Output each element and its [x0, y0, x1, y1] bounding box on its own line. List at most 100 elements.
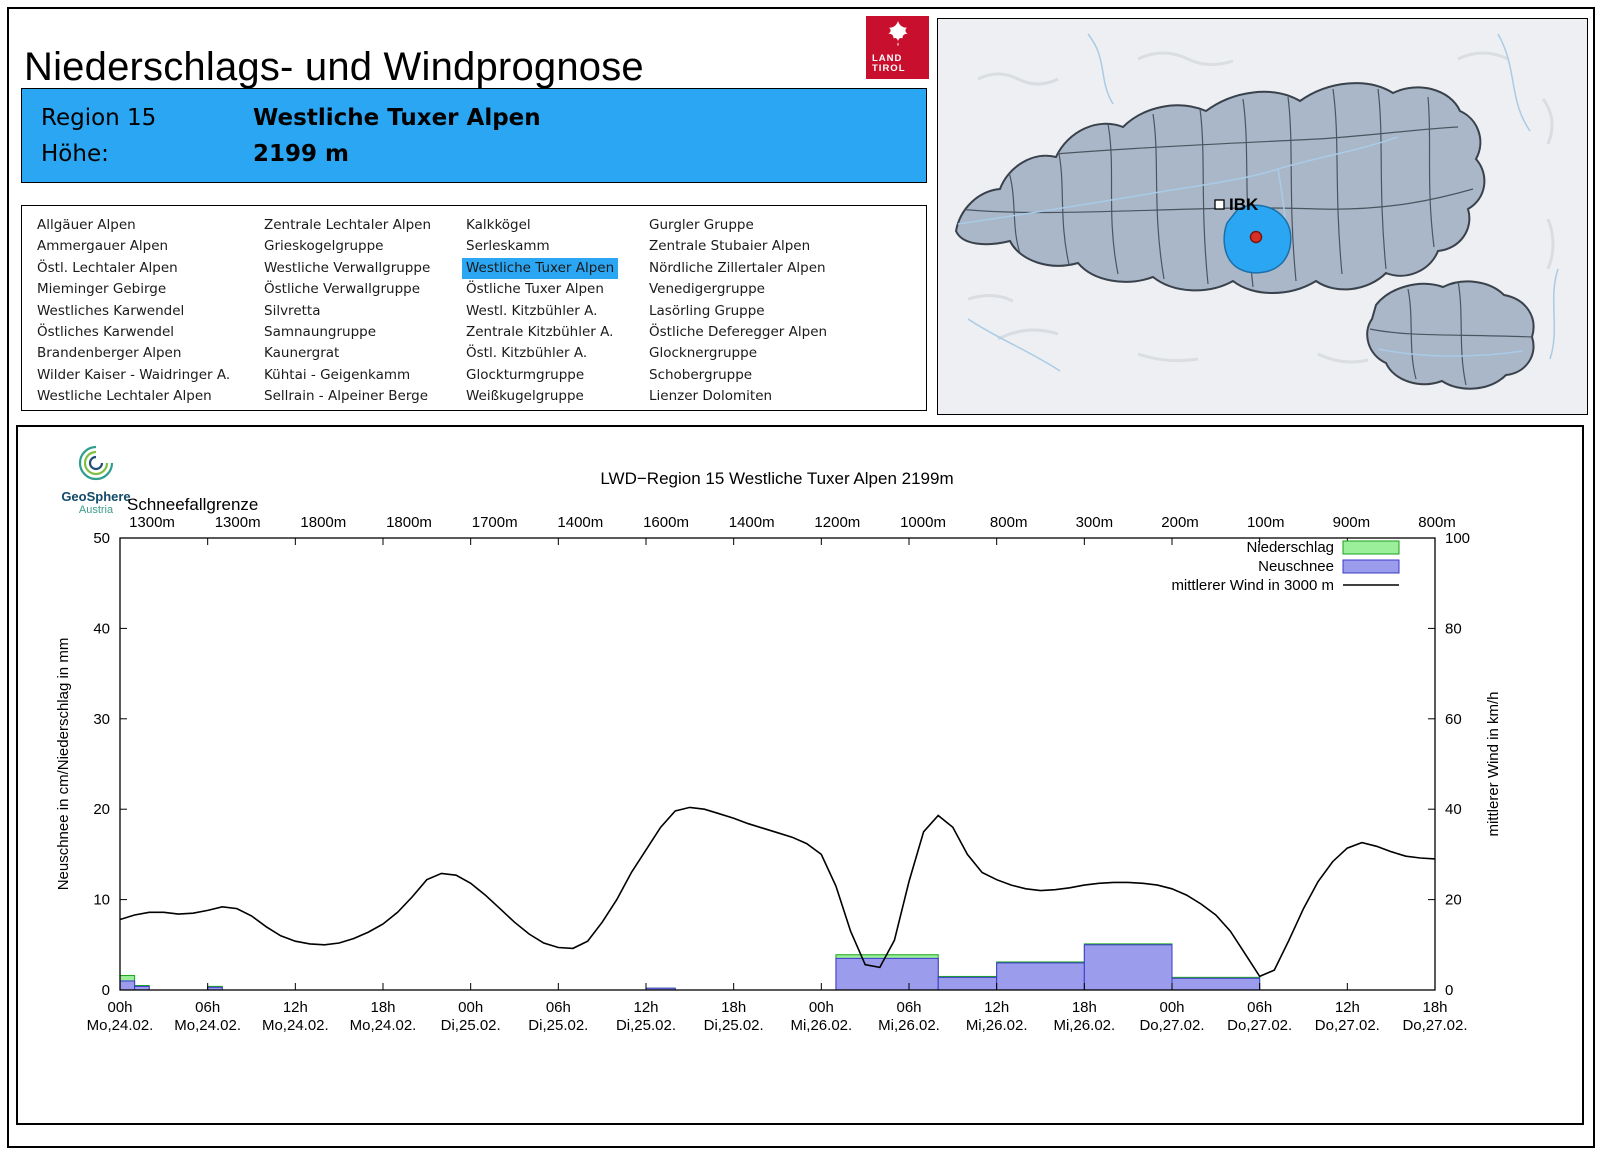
region-list-item[interactable]: Zentrale Kitzbühler A.	[466, 324, 614, 341]
geosphere-icon	[78, 445, 114, 481]
region-label: Region 15	[41, 105, 157, 131]
region-list-item[interactable]: Allgäuer Alpen	[37, 217, 136, 233]
snowline-value: 800m	[1418, 514, 1456, 531]
region-row: Region 15 Westliche Tuxer Alpen	[41, 100, 926, 136]
region-list-item[interactable]: Grieskogelgruppe	[264, 238, 384, 255]
region-list-item[interactable]: Östliches Karwendel	[37, 324, 175, 341]
region-list-item[interactable]: Glocknergruppe	[649, 345, 758, 362]
legend-label: Neuschnee	[1258, 558, 1334, 575]
snowline-value: 1000m	[900, 514, 946, 531]
x-tick-hour: 06h	[195, 999, 220, 1016]
region-list-item[interactable]: Brandenberger Alpen	[37, 345, 182, 362]
region-list-item[interactable]: Östl. Lechtaler Alpen	[37, 259, 178, 276]
region-list-item[interactable]: Westl. Kitzbühler A.	[466, 302, 598, 319]
wind-line	[119, 806, 1436, 978]
region-list-item[interactable]: Östliche Verwallgruppe	[264, 281, 421, 298]
x-tick-hour: 18h	[370, 999, 395, 1016]
snowline-value: 100m	[1247, 514, 1285, 531]
page-title: Niederschlags- und Windprognose	[24, 44, 644, 89]
forecast-chart: GeoSphere Austria LWD−Region 15 Westlich…	[16, 425, 1584, 1125]
region-list-item[interactable]: Weißkugelgruppe	[466, 388, 584, 405]
x-tick-hour: 06h	[546, 999, 571, 1016]
x-tick-date: Mi,26.02.	[878, 1017, 940, 1034]
region-list-item[interactable]: Lienzer Dolomiten	[649, 388, 773, 405]
snowline-value: 1700m	[472, 514, 518, 531]
region-list-item[interactable]: Silvretta	[264, 302, 321, 319]
x-tick-hour: 12h	[1335, 999, 1360, 1016]
region-list-item[interactable]: Kaunergrat	[264, 345, 340, 362]
region-list-item[interactable]: Östliche Tuxer Alpen	[466, 281, 604, 298]
x-tick-hour: 00h	[458, 999, 483, 1016]
region-list-item[interactable]: Zentrale Lechtaler Alpen	[264, 217, 432, 233]
region-column: Kalkkögel Serleskamm Westliche Tuxer Alpen…	[462, 215, 645, 410]
north-tirol-shape	[954, 82, 1486, 294]
region-list-item[interactable]: Lasörling Gruppe	[649, 302, 765, 319]
region-list-item[interactable]: Samnaungruppe	[264, 324, 377, 341]
snowline-value: 200m	[1161, 514, 1199, 531]
x-tick-date: Mi,26.02.	[1053, 1017, 1115, 1034]
legend-swatch-box	[1342, 559, 1400, 574]
x-tick-date: Do,27.02.	[1402, 1017, 1467, 1034]
x-tick-date: Di,25.02.	[441, 1017, 501, 1034]
neuschnee-bar	[1083, 944, 1173, 991]
east-tirol-borders	[1369, 281, 1533, 386]
snowline-value: 1400m	[557, 514, 603, 531]
y-left-tick-label: 40	[93, 620, 110, 637]
neuschnee-bar	[937, 976, 998, 991]
region-list-item[interactable]: Schobergruppe	[649, 366, 753, 383]
region-list-item[interactable]: Sellrain - Alpeiner Berge	[264, 388, 429, 405]
region-list-item[interactable]: Östl. Kitzbühler A.	[466, 345, 588, 362]
x-tick-hour: 12h	[283, 999, 308, 1016]
region-list-item[interactable]: Westliche Verwallgruppe	[264, 259, 431, 276]
altitude-label: Höhe:	[41, 141, 109, 167]
region-list-item[interactable]: Westliches Karwendel	[37, 302, 185, 319]
region-list-item[interactable]: Westliche Lechtaler Alpen	[37, 388, 212, 405]
region-column: Gurgler Gruppe Zentrale Stubaier Alpen Nör…	[645, 215, 831, 410]
land-tirol-text: LAND TIROL	[872, 54, 906, 74]
region-list-item[interactable]: Ammergauer Alpen	[37, 238, 169, 255]
x-tick-date: Mo,24.02.	[174, 1017, 241, 1034]
region-banner: Region 15 Westliche Tuxer Alpen Höhe: 21…	[21, 88, 927, 183]
region-list-item[interactable]: Gurgler Gruppe	[649, 217, 754, 233]
tirol-map: IBK	[937, 18, 1588, 415]
station-dot	[1249, 230, 1263, 244]
x-tick-hour: 00h	[1159, 999, 1184, 1016]
region-list-item[interactable]: Venedigergruppe	[649, 281, 765, 298]
snowline-label: Schneefallgrenze	[127, 495, 258, 514]
snowline-value: 1400m	[729, 514, 775, 531]
x-tick-hour: 06h	[896, 999, 921, 1016]
region-list-item[interactable]: Kalkkögel	[466, 217, 531, 233]
x-tick-date: Mo,24.02.	[350, 1017, 417, 1034]
snowline-value: 1300m	[215, 514, 261, 531]
region-name: Westliche Tuxer Alpen	[253, 105, 541, 131]
logo-tirol: TIROL	[872, 63, 906, 74]
snowline-value: 1600m	[643, 514, 689, 531]
ibk-marker	[1214, 199, 1225, 210]
region-list-item[interactable]: Östliche Deferegger Alpen	[649, 324, 828, 341]
legend-label: Niederschlag	[1246, 539, 1334, 556]
region-list-item[interactable]: Mieminger Gebirge	[37, 281, 167, 298]
y-left-tick-label: 50	[93, 530, 110, 547]
x-tick-hour: 00h	[809, 999, 834, 1016]
legend-swatch-box	[1342, 540, 1400, 555]
region-list-item[interactable]: Glockturmgruppe	[466, 366, 585, 383]
region-list-item[interactable]: Serleskamm	[466, 238, 550, 255]
x-tick-hour: 12h	[984, 999, 1009, 1016]
x-tick-date: Mo,24.02.	[87, 1017, 154, 1034]
region-list-item[interactable]: Nördliche Zillertaler Alpen	[649, 259, 826, 276]
north-tirol-borders	[957, 88, 1474, 288]
region-list-item[interactable]: Westliche Tuxer Alpen	[462, 257, 619, 280]
x-tick-date: Do,27.02.	[1315, 1017, 1380, 1034]
y-left-tick-label: 0	[102, 982, 110, 999]
region-list-item[interactable]: Wilder Kaiser - Waidringer A.	[37, 366, 231, 383]
snowline-value: 900m	[1333, 514, 1371, 531]
snowline-value: 1800m	[300, 514, 346, 531]
region-list-item[interactable]: Zentrale Stubaier Alpen	[649, 238, 811, 255]
region-list-item[interactable]: Kühtai - Geigenkamm	[264, 366, 411, 383]
y-left-axis-label: Neuschnee in cm/Niederschlag in mm	[55, 638, 72, 891]
region-column: Allgäuer Alpen Ammergauer Alpen Östl. Lech…	[33, 215, 260, 410]
snowline-value: 300m	[1076, 514, 1114, 531]
chart-title: LWD−Region 15 Westliche Tuxer Alpen 2199…	[600, 469, 953, 488]
land-tirol-logo: LAND TIROL	[866, 16, 929, 79]
x-tick-hour: 06h	[1247, 999, 1272, 1016]
